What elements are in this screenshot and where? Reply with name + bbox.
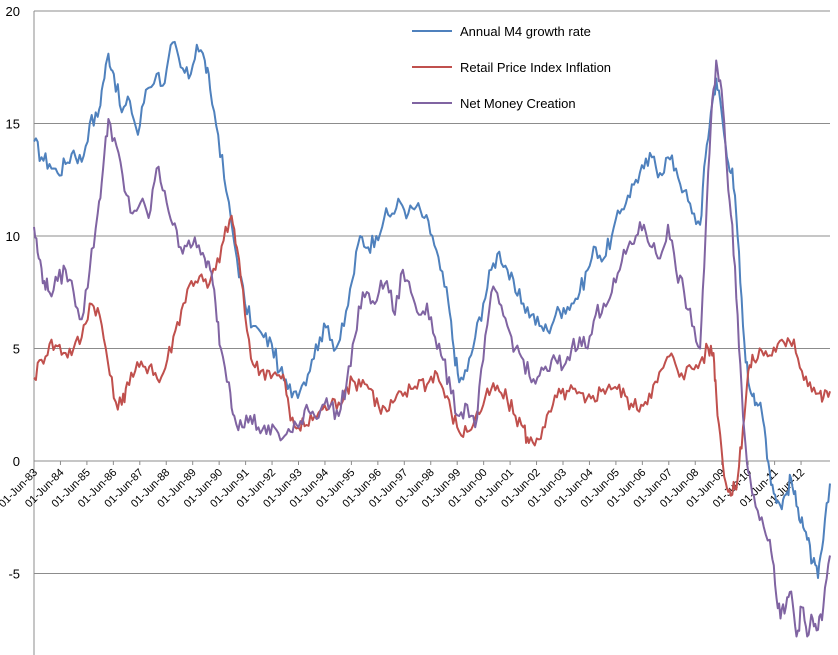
- x-tick-labels: 01-Jun-8301-Jun-8401-Jun-8501-Jun-8601-J…: [0, 467, 807, 511]
- series-line-annual-m4-growth-rate: [33, 40, 831, 579]
- y-tick-label: 5: [13, 342, 20, 357]
- legend-label: Annual M4 growth rate: [460, 24, 591, 39]
- y-tick-label: 0: [13, 454, 20, 469]
- series-lines: [33, 40, 831, 638]
- series-line-net-money-creation: [33, 59, 831, 638]
- y-tick-labels: 20 15 10 5 0 -5: [6, 4, 20, 582]
- y-tick-label: 15: [6, 117, 20, 132]
- legend-label: Retail Price Index Inflation: [460, 60, 611, 75]
- legend-label: Net Money Creation: [460, 96, 576, 111]
- y-tick-label: 20: [6, 4, 20, 19]
- legend: Annual M4 growth rate Retail Price Index …: [412, 24, 611, 111]
- series-line-retail-price-index-inflation: [33, 214, 831, 497]
- y-tick-label: -5: [8, 567, 20, 582]
- y-tick-label: 10: [6, 229, 20, 244]
- axes: [33, 11, 830, 655]
